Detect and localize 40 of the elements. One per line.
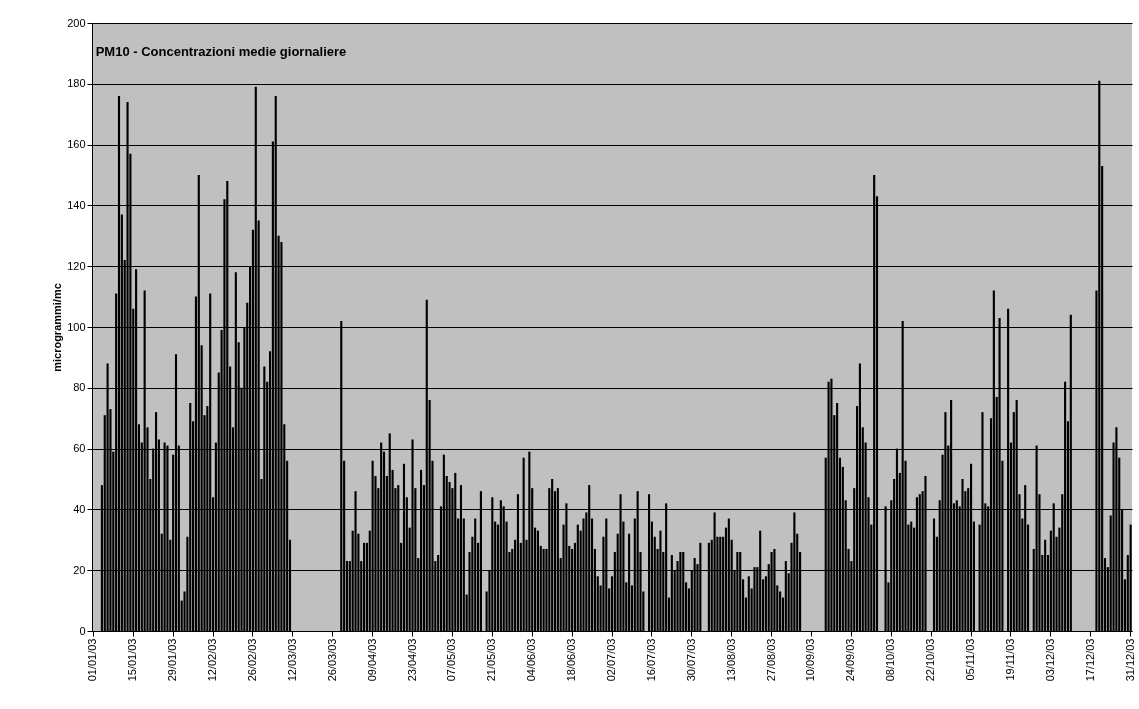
x-tick-label: 26/02/03 (245, 638, 258, 682)
x-tick-label: 24/09/03 (844, 638, 857, 682)
x-tick-label: 10/09/03 (804, 638, 817, 682)
x-tick-label: 01/01/03 (86, 638, 99, 682)
y-tick-label: 80 (73, 381, 86, 394)
x-tick-label: 12/02/03 (206, 638, 219, 682)
x-tick-label: 04/06/03 (525, 638, 538, 682)
x-tick-label: 17/12/03 (1083, 638, 1096, 682)
x-tick-label: 27/08/03 (764, 638, 777, 682)
x-tick-label: 05/11/03 (964, 638, 977, 681)
y-tick-label: 200 (67, 16, 86, 29)
x-tick-label: 13/08/03 (724, 638, 737, 682)
x-tick-label: 29/01/03 (166, 638, 179, 682)
x-tick-label: 26/03/03 (325, 638, 338, 682)
x-tick-label: 22/10/03 (924, 638, 937, 682)
y-tick-label: 0 (79, 624, 86, 637)
y-tick-label: 120 (67, 259, 86, 272)
y-tick-label: 40 (73, 502, 86, 515)
x-tick-label: 09/04/03 (365, 638, 378, 682)
y-tick-label: 100 (67, 320, 86, 333)
x-tick-label: 18/06/03 (565, 638, 578, 682)
y-tick-label: 20 (73, 563, 86, 576)
y-tick-label: 140 (67, 198, 86, 211)
y-axis-title: microgrammi/mc (51, 283, 64, 372)
x-tick-label: 31/12/03 (1123, 638, 1136, 682)
x-tick-label: 21/05/03 (485, 638, 498, 682)
x-tick-label: 23/04/03 (405, 638, 418, 682)
x-tick-label: 19/11/03 (1003, 638, 1016, 681)
y-tick-label: 60 (73, 442, 86, 455)
text: PM10 - Concentrazioni medie giornaliere (95, 44, 347, 59)
y-tick-label: 160 (67, 138, 86, 151)
x-tick-label: 12/03/03 (285, 638, 298, 682)
x-tick-label: 30/07/03 (684, 638, 697, 682)
x-tick-label: 02/07/03 (605, 638, 617, 682)
x-tick-label: 16/07/03 (644, 638, 657, 682)
x-tick-label: 15/01/03 (126, 638, 139, 682)
y-tick-label: 180 (67, 77, 86, 90)
x-tick-label: 08/10/03 (884, 638, 897, 682)
x-tick-label: 07/05/03 (445, 638, 458, 682)
x-tick-label: 03/12/03 (1043, 638, 1056, 682)
